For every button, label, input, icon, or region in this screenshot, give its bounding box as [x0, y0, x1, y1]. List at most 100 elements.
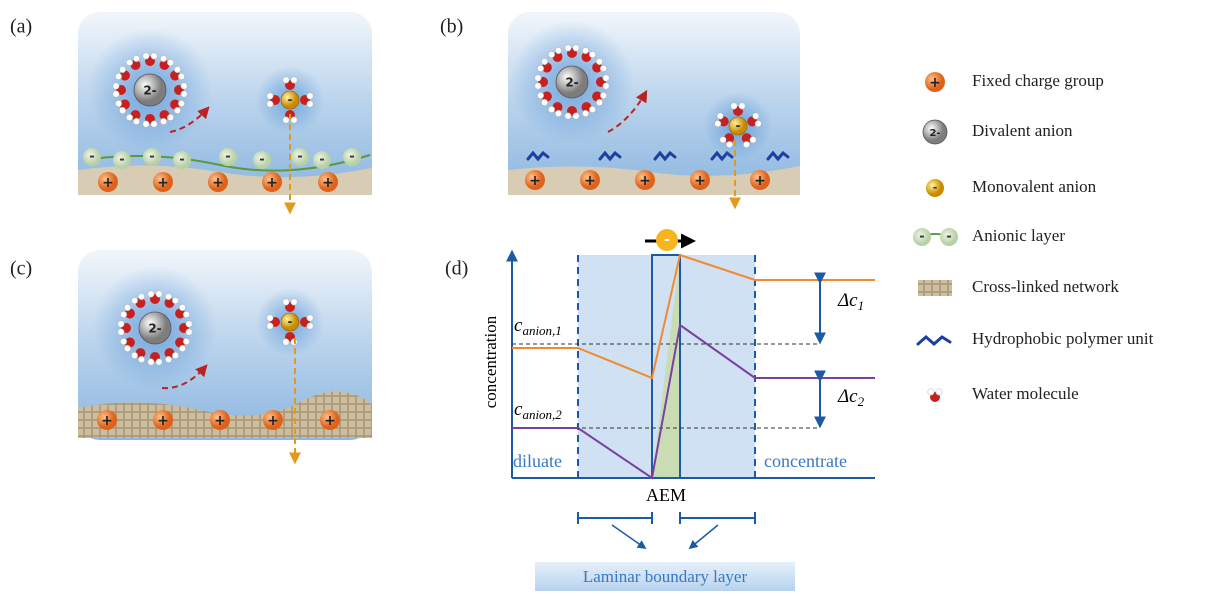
charge-sign: - — [297, 150, 302, 165]
hydrogen — [535, 75, 541, 81]
charge-sign: - — [319, 153, 324, 168]
hydrogen — [283, 77, 289, 83]
panel-label: (d) — [445, 258, 468, 280]
ion-charge: - — [736, 119, 741, 133]
plot-d: Δc1 Δc2 canion,1 canion,2 concentration … — [481, 241, 875, 591]
charge-sign: + — [101, 413, 113, 429]
hydrogen — [156, 359, 162, 365]
figure: (a) (b) (c) (d) Δc1 Δc2 canion,1 canion,… — [0, 0, 1223, 591]
hydrogen — [118, 329, 124, 335]
hydrogen — [573, 113, 579, 119]
charge-sign: - — [89, 150, 94, 165]
hydrogen — [113, 83, 119, 89]
hydrogen — [936, 389, 942, 395]
charge-sign: + — [157, 175, 169, 191]
legend-label: Monovalent anion — [972, 177, 1097, 196]
hydrogen — [151, 53, 157, 59]
hydrogen — [118, 321, 124, 327]
hydrogen — [307, 315, 313, 321]
hydrogen — [307, 323, 313, 329]
y-axis-label: concentration — [481, 315, 500, 408]
charge-sign: + — [694, 173, 706, 189]
charge-sign: + — [754, 173, 766, 189]
charge-sign: + — [267, 413, 279, 429]
ion-charge: - — [664, 232, 670, 248]
region-label: concentrate — [764, 451, 847, 471]
hydrogen — [186, 321, 192, 327]
charge-sign: - — [919, 230, 924, 245]
panel-label: (b) — [440, 16, 463, 38]
hydrogen — [565, 45, 571, 51]
hydrogen — [291, 299, 297, 305]
hydrogen — [928, 389, 934, 395]
hydrogen — [307, 101, 313, 107]
c-anion-1: canion,1 — [514, 315, 562, 338]
hydrogen — [565, 113, 571, 119]
hydrogen — [283, 117, 289, 123]
ion-charge: - — [933, 181, 938, 194]
hydrogen — [148, 291, 154, 297]
charge-sign: + — [102, 175, 114, 191]
charge-sign: + — [584, 173, 596, 189]
delta-c2: Δc2 — [837, 386, 865, 409]
hydrogen — [283, 299, 289, 305]
hydrogen — [535, 83, 541, 89]
hydrogen — [186, 329, 192, 335]
hydrogen — [181, 83, 187, 89]
legend-label: Hydrophobic polymer unit — [972, 329, 1154, 348]
hydrogen — [181, 91, 187, 97]
charge-sign: + — [214, 413, 226, 429]
charge-sign: + — [212, 175, 224, 191]
membrane-label: AEM — [646, 485, 686, 505]
ion-charge: 2- — [148, 322, 161, 336]
panel-label: (c) — [10, 258, 32, 280]
network-swatch — [918, 280, 952, 296]
hydrogen — [148, 359, 154, 365]
hydrogen — [267, 101, 273, 107]
legend-label: Fixed charge group — [972, 71, 1104, 90]
ion-charge: 2- — [143, 84, 156, 98]
charge-sign: + — [639, 173, 651, 189]
hydrogen — [283, 339, 289, 345]
hydrogen — [731, 103, 737, 109]
hydrogen — [573, 45, 579, 51]
charge-sign: + — [322, 175, 334, 191]
charge-sign: + — [157, 413, 169, 429]
hydrogen — [267, 93, 273, 99]
charge-sign: - — [259, 153, 264, 168]
hydrogen — [603, 75, 609, 81]
bracket — [578, 512, 755, 524]
charge-sign: - — [349, 150, 354, 165]
hydrogen — [113, 91, 119, 97]
pointer-arrow — [612, 525, 645, 548]
hydrogen — [267, 315, 273, 321]
pointer-arrow — [690, 525, 718, 548]
legend-label: Anionic layer — [972, 226, 1065, 245]
hydrogen — [291, 117, 297, 123]
charge-sign: - — [946, 230, 951, 245]
hydrogen — [156, 291, 162, 297]
charge-sign: + — [324, 413, 336, 429]
charge-sign: + — [529, 173, 541, 189]
c-anion-2: canion,2 — [514, 399, 562, 422]
hydrogen — [291, 77, 297, 83]
boundary-layer-label: Laminar boundary layer — [583, 567, 748, 586]
region-label: diluate — [513, 451, 562, 471]
hydrogen — [143, 121, 149, 127]
charge-sign: + — [266, 175, 278, 191]
hydrogen — [143, 53, 149, 59]
panel-label: (a) — [10, 16, 32, 38]
water-molecule — [928, 389, 942, 402]
ion-charge: 2- — [929, 128, 940, 139]
hydrogen — [267, 323, 273, 329]
ion-charge: - — [288, 315, 293, 329]
legend-label: Divalent anion — [972, 121, 1073, 140]
legend-label: Water molecule — [972, 384, 1079, 403]
hydrogen — [603, 83, 609, 89]
charge-sign: - — [119, 153, 124, 168]
ion-charge: - — [288, 93, 293, 107]
hydrogen — [307, 93, 313, 99]
ion-charge: 2- — [565, 76, 578, 90]
charge-sign: - — [225, 150, 230, 165]
charge-sign: - — [179, 153, 184, 168]
